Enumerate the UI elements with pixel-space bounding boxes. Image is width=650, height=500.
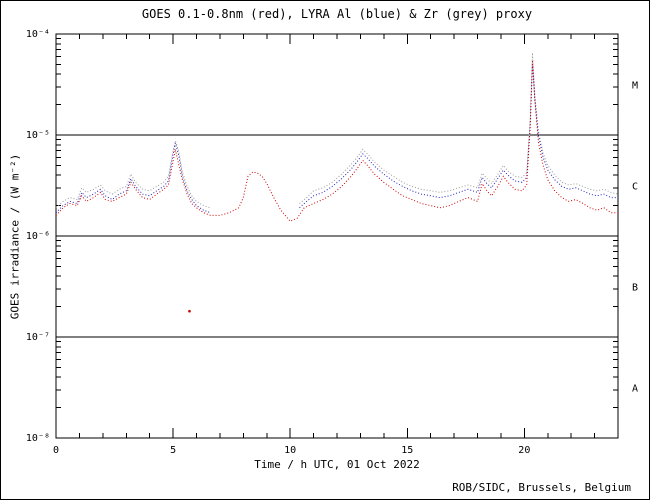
y-tick-label: 10⁻⁷ xyxy=(26,332,50,343)
flare-class-label: M xyxy=(632,81,638,92)
y-tick-label: 10⁻⁵ xyxy=(26,130,50,141)
x-tick-label: 20 xyxy=(518,445,530,456)
y-tick-label: 10⁻⁴ xyxy=(26,29,50,40)
x-axis-label: Time / h UTC, 01 Oct 2022 xyxy=(254,458,420,471)
y-tick-label: 10⁻⁸ xyxy=(26,433,50,444)
x-tick-label: 10 xyxy=(284,445,296,456)
flare-class-label: A xyxy=(632,384,638,395)
series-al xyxy=(299,64,618,209)
flare-class-label: C xyxy=(632,182,638,193)
y-tick-label: 10⁻⁶ xyxy=(26,231,50,242)
y-axis-label: GOES irradiance / (W m⁻²) xyxy=(8,153,22,320)
series-al xyxy=(55,143,211,214)
flare-class-label: B xyxy=(632,283,638,294)
x-tick-label: 0 xyxy=(53,445,59,456)
series-zr xyxy=(299,52,619,204)
outlier-point xyxy=(188,309,191,313)
x-tick-label: 5 xyxy=(170,445,176,456)
x-tick-label: 15 xyxy=(401,445,413,456)
series-goes xyxy=(55,60,618,222)
series-zr xyxy=(55,138,211,209)
chart-title: GOES 0.1-0.8nm (red), LYRA Al (blue) & Z… xyxy=(141,7,533,21)
credit-text: ROB/SIDC, Brussels, Belgium xyxy=(452,481,631,494)
